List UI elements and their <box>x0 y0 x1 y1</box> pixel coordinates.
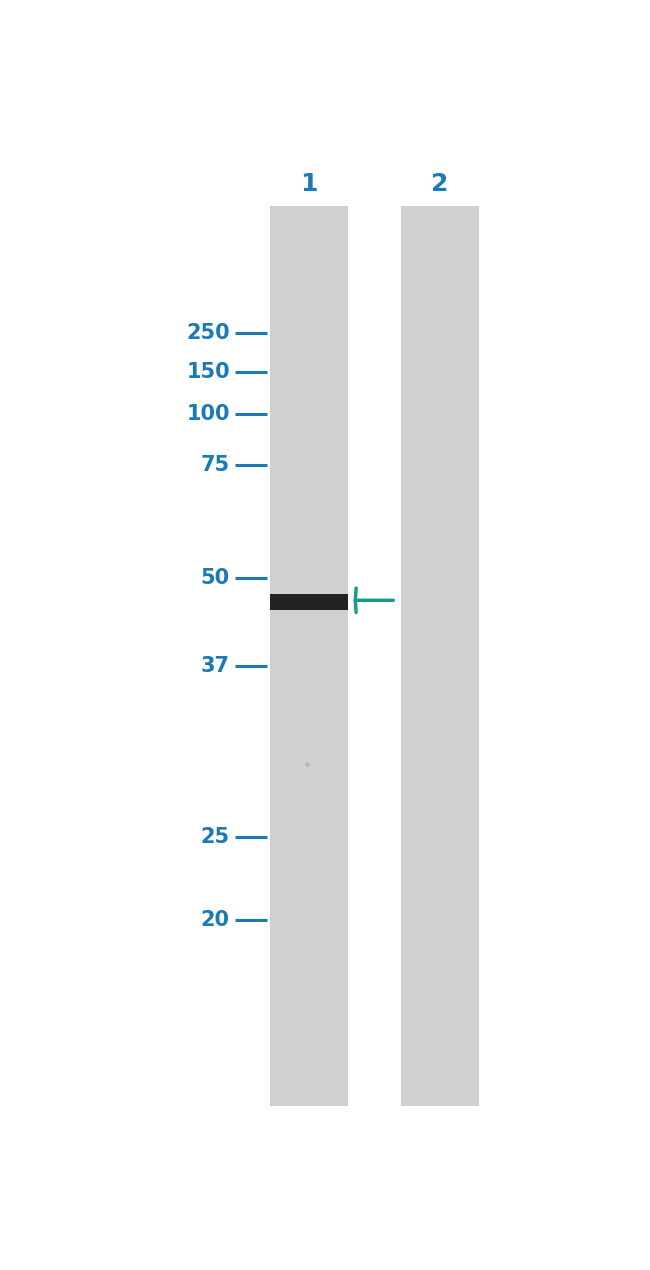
Text: 37: 37 <box>201 655 230 676</box>
Text: 75: 75 <box>201 456 230 475</box>
Bar <box>270 206 348 1106</box>
Text: 20: 20 <box>201 911 230 930</box>
Text: 100: 100 <box>187 404 230 424</box>
Text: 150: 150 <box>187 362 230 382</box>
Text: 50: 50 <box>201 568 230 588</box>
Text: 25: 25 <box>201 827 230 847</box>
Text: 2: 2 <box>432 171 449 196</box>
Bar <box>401 206 479 1106</box>
Text: 250: 250 <box>187 324 230 343</box>
Bar <box>270 594 348 610</box>
Text: 1: 1 <box>300 171 318 196</box>
